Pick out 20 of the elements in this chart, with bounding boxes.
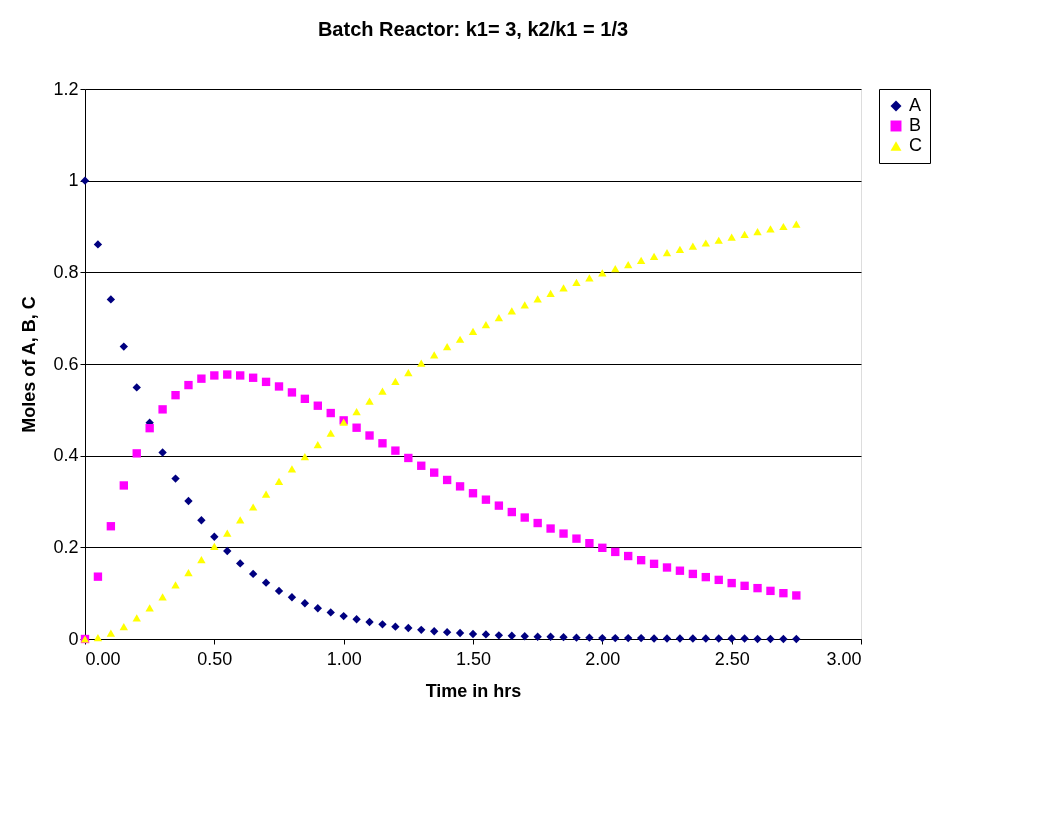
y-tick-label: 0.2 xyxy=(53,536,79,557)
chart-title: Batch Reactor: k1= 3, k2/k1 = 1/3 xyxy=(317,18,629,40)
legend-label: C xyxy=(909,135,922,155)
y-axis-title: Moles of A, B, C xyxy=(19,296,40,433)
x-tick-label: 0.50 xyxy=(197,648,233,669)
y-tick-label: 1 xyxy=(68,170,79,191)
legend-label: A xyxy=(909,95,922,115)
y-tick-label: 0.8 xyxy=(53,261,79,282)
legend-label: B xyxy=(909,115,922,135)
x-tick-label: 0.00 xyxy=(85,648,121,669)
x-tick-label: 1.50 xyxy=(455,648,492,669)
y-tick-label: 0.4 xyxy=(53,445,79,466)
x-tick-label: 2.00 xyxy=(585,648,621,669)
y-tick-label: 0.6 xyxy=(53,353,79,374)
x-axis-title: Time in hrs xyxy=(425,680,522,701)
y-tick-label: 1.2 xyxy=(53,78,79,99)
x-tick-label: 3.00 xyxy=(826,648,862,669)
x-tick-label: 2.50 xyxy=(714,648,750,669)
x-tick-label: 1.00 xyxy=(326,648,362,669)
y-tick-label: 0 xyxy=(68,628,79,649)
